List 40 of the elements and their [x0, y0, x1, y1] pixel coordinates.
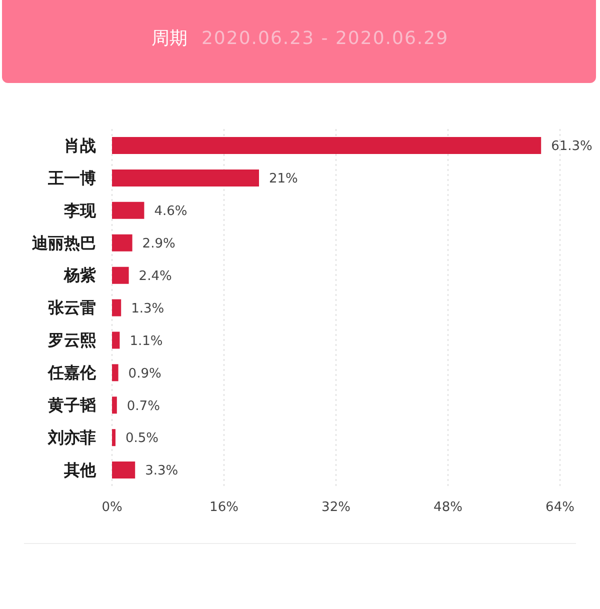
bar: [112, 396, 117, 414]
x-tick-label: 16%: [210, 500, 238, 516]
bar: [112, 332, 120, 349]
chart-subtitle: 2020.06.23 - 2020.06.29: [201, 28, 449, 49]
data-label: 0.5%: [126, 431, 159, 446]
bar: [112, 202, 144, 219]
bar: [112, 234, 132, 252]
bar: [112, 462, 136, 479]
data-label: 0.9%: [128, 366, 162, 382]
bar: [112, 429, 116, 446]
x-tick-label: 64%: [546, 500, 574, 516]
data-label: 4.6%: [154, 204, 188, 220]
y-tick-label: 黄子韬: [47, 396, 96, 415]
x-tick-label: 0%: [102, 500, 122, 516]
data-label: 3.3%: [145, 464, 178, 479]
data-label: 0.7%: [126, 398, 160, 414]
bar: [112, 266, 129, 284]
y-tick-label: 刘亦菲: [47, 428, 96, 447]
y-tick-label: 肖战: [64, 136, 96, 155]
x-tick-label: 32%: [322, 500, 350, 516]
data-label: 2.9%: [142, 236, 176, 252]
y-tick-label: 张云雷: [48, 298, 96, 318]
y-tick-label: 任嘉伦: [47, 363, 97, 382]
y-tick-label: 其他: [63, 460, 97, 480]
x-tick-label: 48%: [434, 500, 462, 516]
data-label: 2.4%: [138, 268, 172, 284]
y-tick-label: 罗云熙: [47, 330, 96, 350]
data-label: 1.1%: [130, 334, 163, 349]
bar: [112, 299, 122, 316]
y-tick-label: 王一博: [47, 168, 96, 188]
bar: [112, 169, 259, 186]
y-tick-label: 杨紫: [63, 266, 96, 285]
data-label: 21%: [269, 172, 298, 187]
data-label: 61.3%: [551, 139, 592, 154]
y-tick-label: 迪丽热巴: [31, 233, 96, 252]
data-label: 1.3%: [131, 301, 164, 316]
bar: [112, 364, 118, 382]
chart-title: 周期: [151, 28, 188, 49]
bar: [112, 137, 542, 154]
y-tick-label: 李现: [63, 200, 97, 220]
